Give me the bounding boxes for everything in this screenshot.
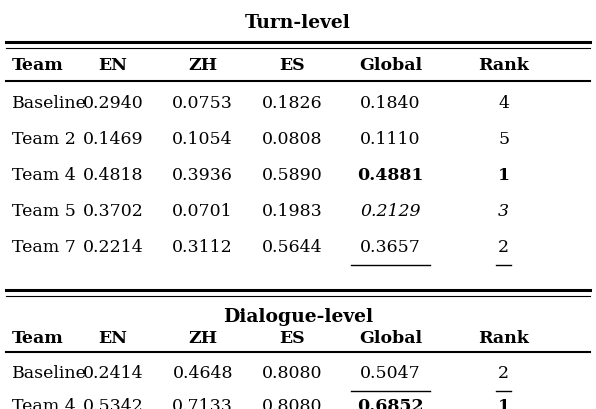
- Text: 0.0701: 0.0701: [172, 202, 233, 220]
- Text: Baseline: Baseline: [12, 364, 87, 381]
- Text: Team 4: Team 4: [12, 166, 76, 184]
- Text: 0.1983: 0.1983: [262, 202, 322, 220]
- Text: ES: ES: [280, 329, 305, 346]
- Text: 0.2214: 0.2214: [83, 238, 144, 256]
- Text: 0.3936: 0.3936: [172, 166, 233, 184]
- Text: EN: EN: [99, 329, 128, 346]
- Text: 1: 1: [498, 397, 510, 409]
- Text: Global: Global: [359, 57, 422, 74]
- Text: 0.4818: 0.4818: [83, 166, 144, 184]
- Text: 0.5342: 0.5342: [83, 397, 144, 409]
- Text: 0.1469: 0.1469: [83, 130, 144, 148]
- Text: Turn-level: Turn-level: [245, 13, 351, 31]
- Text: 0.5644: 0.5644: [262, 238, 322, 256]
- Text: Team: Team: [12, 57, 64, 74]
- Text: Team 4: Team 4: [12, 397, 76, 409]
- Text: Team: Team: [12, 329, 64, 346]
- Text: 0.4881: 0.4881: [357, 166, 424, 184]
- Text: ES: ES: [280, 57, 305, 74]
- Text: Baseline: Baseline: [12, 94, 87, 112]
- Text: 0.3702: 0.3702: [83, 202, 144, 220]
- Text: Dialogue-level: Dialogue-level: [223, 307, 373, 325]
- Text: 0.7133: 0.7133: [172, 397, 233, 409]
- Text: 1: 1: [498, 166, 510, 184]
- Text: 0.6852: 0.6852: [357, 397, 424, 409]
- Text: Team 7: Team 7: [12, 238, 76, 256]
- Text: 0.3657: 0.3657: [360, 238, 421, 256]
- Text: 0.1054: 0.1054: [172, 130, 233, 148]
- Text: 0.4648: 0.4648: [172, 364, 233, 381]
- Text: Team 5: Team 5: [12, 202, 76, 220]
- Text: 4: 4: [498, 94, 509, 112]
- Text: 0.8080: 0.8080: [262, 397, 322, 409]
- Text: 0.1110: 0.1110: [360, 130, 421, 148]
- Text: 0.1840: 0.1840: [360, 94, 421, 112]
- Text: 2: 2: [498, 238, 509, 256]
- Text: 0.0808: 0.0808: [262, 130, 322, 148]
- Text: Team 2: Team 2: [12, 130, 76, 148]
- Text: EN: EN: [99, 57, 128, 74]
- Text: 5: 5: [498, 130, 509, 148]
- Text: ZH: ZH: [188, 57, 217, 74]
- Text: Rank: Rank: [478, 57, 529, 74]
- Text: 0.0753: 0.0753: [172, 94, 233, 112]
- Text: Rank: Rank: [478, 329, 529, 346]
- Text: 0.5890: 0.5890: [262, 166, 322, 184]
- Text: Global: Global: [359, 329, 422, 346]
- Text: 0.1826: 0.1826: [262, 94, 322, 112]
- Text: 2: 2: [498, 364, 509, 381]
- Text: 0.2129: 0.2129: [360, 202, 421, 220]
- Text: 0.5047: 0.5047: [360, 364, 421, 381]
- Text: 0.2414: 0.2414: [83, 364, 144, 381]
- Text: 0.2940: 0.2940: [83, 94, 144, 112]
- Text: 0.3112: 0.3112: [172, 238, 233, 256]
- Text: 3: 3: [498, 202, 509, 220]
- Text: 0.8080: 0.8080: [262, 364, 322, 381]
- Text: ZH: ZH: [188, 329, 217, 346]
